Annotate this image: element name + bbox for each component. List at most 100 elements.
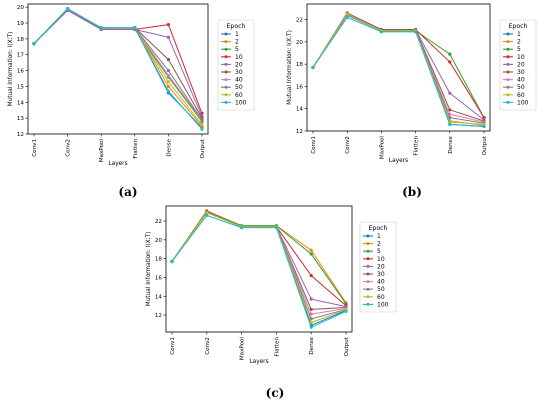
legend-marker: [224, 40, 228, 44]
data-point-epoch-100: [205, 213, 209, 218]
x-tick-label: Dense: [448, 135, 454, 153]
data-point-epoch-10: [166, 23, 170, 27]
series-line-epoch-100: [312, 16, 485, 128]
y-tick-label: 16: [296, 84, 304, 90]
data-point-epoch-10: [448, 60, 452, 64]
data-point-epoch-5: [448, 52, 452, 56]
data-point-epoch-100: [311, 65, 315, 70]
legend-entry-label: 30: [235, 69, 243, 76]
y-tick-label: 12: [155, 313, 162, 319]
y-tick-label: 12: [296, 129, 303, 135]
legend-entry-label: 1: [377, 233, 381, 240]
x-tick-label: Conv1: [311, 136, 317, 154]
series-line-epoch-60: [312, 13, 485, 125]
legend-marker: [224, 70, 228, 74]
data-point-epoch-100: [170, 259, 174, 264]
y-tick-label: 14: [17, 100, 25, 106]
y-tick-label: 14: [296, 107, 304, 113]
data-point-epoch-50: [448, 116, 452, 120]
data-point-epoch-100: [448, 122, 452, 126]
legend-marker: [366, 295, 370, 299]
y-axis-label: Mutual Information: I(X;T): [146, 232, 152, 307]
legend-entry-label: 100: [517, 99, 529, 106]
y-tick-label: 19: [17, 21, 25, 27]
y-tick-label: 20: [155, 238, 163, 244]
y-tick-label: 22: [155, 219, 162, 225]
x-tick-label: Conv1: [170, 337, 176, 355]
plot-area-frame: [165, 205, 353, 333]
legend-marker: [506, 70, 510, 74]
legend-entry-label: 60: [517, 92, 525, 99]
x-tick-label: Output: [482, 135, 488, 155]
data-point-epoch-100: [240, 226, 244, 230]
chart-panel-b: 12 14 16 18 20 22 Conv1 Conv2 MaxPool Flatten Dens…: [287, 3, 537, 164]
x-tick-label: Conv2: [205, 337, 211, 355]
y-axis-label: Mutual Information: I(X;T): [8, 32, 14, 107]
data-point-epoch-100: [66, 7, 70, 11]
legend-marker: [506, 78, 510, 82]
x-tick-label: Dense: [166, 138, 172, 156]
plot-area-frame: [27, 3, 209, 135]
legend-marker: [506, 40, 510, 44]
legend-entry-label: 60: [235, 92, 243, 99]
data-point-epoch-100: [166, 89, 170, 93]
legend-marker: [366, 272, 370, 276]
legend-entry-label: 60: [377, 294, 385, 301]
data-point-epoch-100: [344, 309, 348, 313]
legend-title: Epoch: [227, 23, 246, 30]
series-line-epoch-50: [33, 8, 203, 121]
legend-marker: [224, 93, 228, 97]
legend-entry-label: 5: [517, 46, 521, 53]
legend-entry-label: 2: [235, 39, 239, 46]
legend-marker: [224, 62, 228, 66]
caption-c: (c): [266, 386, 285, 400]
legend-marker: [366, 280, 370, 284]
legend-marker: [366, 242, 370, 246]
series-line-epoch-2: [33, 8, 203, 127]
data-point-epoch-60: [345, 12, 349, 16]
y-tick-label: 18: [296, 62, 304, 68]
legend-marker: [506, 100, 510, 104]
data-point-epoch-100: [345, 15, 349, 19]
data-point-epoch-40: [309, 312, 313, 316]
legend-marker: [506, 47, 510, 51]
legend-entry-label: 100: [377, 301, 389, 308]
y-tick-label: 16: [17, 69, 25, 75]
x-tick-label: Conv1: [32, 139, 38, 157]
legend-entry-label: 10: [377, 256, 385, 263]
legend-marker: [366, 302, 370, 306]
y-tick-label: 22: [296, 18, 303, 24]
x-tick-label: Conv2: [345, 136, 351, 154]
legend-marker: [506, 85, 510, 89]
legend-entry-label: 10: [235, 54, 243, 61]
data-point-epoch-10: [309, 273, 313, 278]
legend-title: Epoch: [509, 23, 528, 30]
x-tick-label: MaxPool: [240, 337, 246, 361]
data-point-epoch-100: [32, 42, 36, 46]
y-axis-label: Mutual Information: I(X;T): [287, 30, 293, 105]
series-line-epoch-40: [33, 8, 203, 121]
series-line-epoch-100: [33, 8, 203, 130]
data-point-epoch-40: [166, 73, 170, 77]
legend-entry-label: 50: [235, 84, 243, 91]
x-tick-label: MaxPool: [99, 139, 105, 163]
legend-entry-label: 30: [517, 69, 525, 76]
legend-entry-label: 1: [517, 31, 521, 38]
data-point-epoch-2: [309, 248, 313, 252]
x-tick-label: Flatten: [133, 139, 139, 159]
x-tick-label: Output: [200, 138, 206, 158]
data-point-epoch-100: [379, 30, 383, 34]
x-axis-label: Layers: [249, 359, 268, 365]
y-tick-label: 13: [17, 116, 25, 122]
legend-marker: [224, 85, 228, 89]
y-tick-label: 12: [17, 132, 24, 138]
y-tick-label: 20: [296, 40, 304, 46]
data-point-epoch-30: [309, 307, 313, 312]
legend-marker: [366, 264, 370, 268]
data-point-epoch-100: [133, 26, 137, 30]
legend-marker: [224, 55, 228, 59]
y-tick-label: 18: [155, 257, 163, 263]
x-axis-label: Layers: [108, 161, 127, 167]
legend-marker: [506, 32, 510, 36]
